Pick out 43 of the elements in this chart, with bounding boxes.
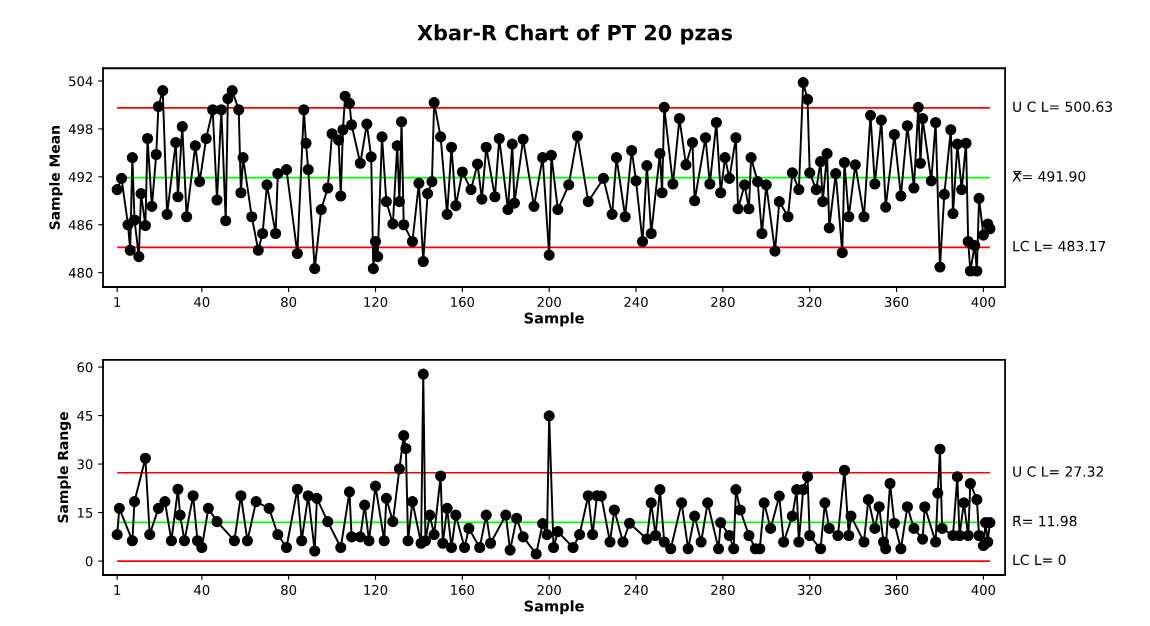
y-tick-label: 498 [68,124,93,135]
y-tick-label: 480 [68,267,93,278]
x-tick-label: 80 [281,296,297,307]
x-tick-label: 320 [798,584,822,595]
x-tick-label: 360 [884,584,909,595]
y-tick-label: 15 [77,507,93,518]
x-tick-label: 80 [281,584,297,595]
ref-line-label: U C L= 500.63 [1013,101,1113,112]
x-axis-title: Sample [524,312,584,327]
ref-line-label: U C L= 27.32 [1013,466,1103,477]
y-tick-label: 45 [77,410,93,421]
x-tick-label: 280 [711,296,735,307]
x-tick-label: 280 [711,584,735,595]
x-tick-label: 320 [798,296,822,307]
y-axis-title: Sample Mean [49,126,63,230]
x-tick-label: 360 [884,296,909,307]
y-tick-label: 504 [69,76,93,87]
y-tick-label: 0 [85,556,93,567]
x-tick-label: 400 [971,584,996,595]
x-tick-label: 1 [114,585,121,595]
x-tick-label: 400 [971,296,996,307]
x-tick-label: 120 [364,584,388,595]
y-axis-title: Sample Range [57,412,71,523]
ref-line-label: LC L= 0 [1013,554,1066,566]
x-tick-label: 1 [114,297,121,307]
x-tick-label: 40 [194,584,210,595]
x-tick-label: 240 [624,584,648,595]
chart-title: Xbar-R Chart of PT 20 pzas [417,24,733,45]
x-tick-label: 240 [624,296,648,307]
x-tick-label: 200 [537,296,561,307]
x-axis-title: Sample [524,600,584,615]
ref-line-label: LC L= 483.17 [1013,240,1106,252]
ref-line-label: X̿= 491.90 [1012,170,1086,182]
y-tick-label: 486 [68,219,93,230]
y-tick-label: 30 [77,459,93,470]
x-tick-label: 40 [194,296,210,307]
x-tick-label: 120 [364,296,388,307]
y-tick-label: 60 [77,362,93,373]
x-tick-label: 200 [537,584,561,595]
ref-line-label: R̄= 11.98 [1013,515,1077,527]
x-tick-label: 160 [451,584,475,595]
x-tick-label: 160 [451,296,475,307]
y-tick-label: 492 [68,172,92,183]
